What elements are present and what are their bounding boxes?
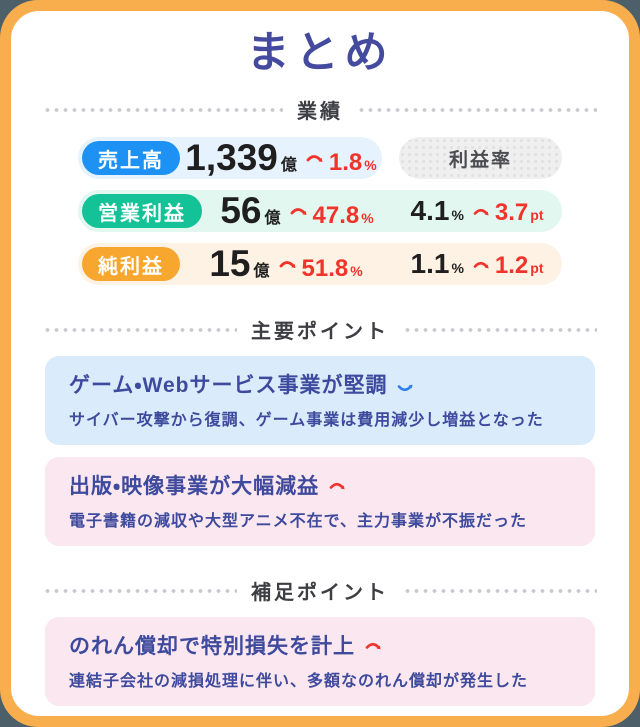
revenue-value: 1,339 億 1.8 % [180, 137, 382, 179]
operating-change: 47.8 [312, 202, 360, 230]
dotted-divider [43, 327, 237, 332]
revenue-change-unit: % [364, 157, 377, 174]
section-header-key-points: 主要ポイント [43, 315, 597, 344]
trend-down-icon [473, 261, 489, 269]
point-description: 連結子会社の減損処理に伴い、多額なのれん償却が発生した [69, 673, 529, 691]
section-label: 補足ポイント [251, 582, 389, 605]
table-row: 売上高 1,339 億 1.8 % 利益率 [78, 137, 562, 180]
net-amount: 15 [209, 243, 251, 285]
dotted-divider [357, 107, 597, 112]
revenue-amount: 1,339 [185, 137, 278, 179]
point-title: 出版・映像事業が大幅減益 [69, 470, 571, 500]
trend-down-icon [279, 261, 295, 269]
operating-margin: 4.1 [410, 195, 450, 227]
key-point-game-web: ゲーム・Webサービス事業が堅調 サイバー攻撃から復調、ゲーム事業は費用減少し増… [45, 356, 595, 446]
section-header-performance: 業績 [43, 95, 597, 124]
page-title: まとめ [246, 29, 394, 77]
dotted-divider [43, 588, 237, 593]
net-profit-value: 15 億 51.8 % [180, 243, 392, 285]
point-title-text: のれん償却で特別損失を計上 [69, 635, 355, 659]
dotted-divider [43, 107, 283, 112]
net-margin-change: 1.2 [494, 252, 529, 280]
point-title-text: ゲーム・Webサービス事業が堅調 [69, 374, 388, 398]
net-margin-change-unit: pt [530, 260, 544, 277]
revenue-row: 売上高 1,339 億 1.8 % [78, 137, 382, 180]
net-change: 51.8 [301, 255, 349, 283]
operating-change-unit: % [361, 210, 374, 227]
section-header-supplementary: 補足ポイント [43, 576, 597, 605]
trend-down-icon [290, 208, 306, 216]
net-profit-label-pill: 純利益 [82, 247, 180, 282]
section-label: 主要ポイント [251, 321, 389, 344]
table-row: 純利益 15 億 51.8 % 1.1 % [78, 243, 562, 286]
point-title: のれん償却で特別損失を計上 [69, 630, 571, 660]
key-point-publishing-video: 出版・映像事業が大幅減益 電子書籍の減収や大型アニメ不在で、主力事業が不振だった [45, 457, 595, 547]
dotted-divider [403, 588, 597, 593]
operating-amount: 56 [220, 190, 262, 232]
net-change-unit: % [350, 263, 363, 280]
operating-margin-unit: % [451, 207, 464, 224]
trend-down-icon [306, 155, 323, 163]
revenue-amount-unit: 億 [280, 157, 297, 175]
performance-table: 売上高 1,339 億 1.8 % 利益率 営業利益 [78, 137, 562, 286]
net-margin-value: 1.1 % 1.2 pt [392, 248, 562, 280]
operating-margin-value: 4.1 % 3.7 pt [392, 195, 562, 227]
point-title: ゲーム・Webサービス事業が堅調 [69, 369, 571, 399]
point-description: サイバー攻撃から復調、ゲーム事業は費用減少し増益となった [69, 412, 544, 430]
trend-down-icon [329, 482, 345, 490]
net-margin: 1.1 [410, 248, 450, 280]
point-description: 電子書籍の減収や大型アニメ不在で、主力事業が不振だった [69, 513, 528, 531]
supplementary-point-goodwill: のれん償却で特別損失を計上 連結子会社の減損処理に伴い、多額なのれん償却が発生し… [45, 617, 595, 707]
trend-down-icon [365, 642, 381, 650]
operating-amount-unit: 億 [264, 210, 281, 228]
operating-profit-value: 56 億 47.8 % [202, 190, 392, 232]
point-title-text: 出版・映像事業が大幅減益 [69, 475, 320, 499]
operating-margin-change: 3.7 [494, 199, 529, 227]
summary-card: まとめ 業績 売上高 1,339 億 1. [11, 11, 629, 716]
operating-margin-change-unit: pt [530, 207, 544, 224]
trend-up-icon [398, 384, 414, 391]
operating-profit-label-pill: 営業利益 [82, 194, 202, 229]
net-amount-unit: 億 [253, 263, 270, 281]
revenue-label-pill: 売上高 [82, 141, 180, 176]
dotted-divider [403, 327, 597, 332]
profit-margin-column-header: 利益率 [399, 137, 562, 180]
section-label: 業績 [297, 101, 343, 124]
revenue-change: 1.8 [328, 149, 363, 177]
table-row: 営業利益 56 億 47.8 % 4.1 % [78, 190, 562, 233]
net-margin-unit: % [451, 260, 464, 277]
trend-down-icon [473, 208, 489, 216]
